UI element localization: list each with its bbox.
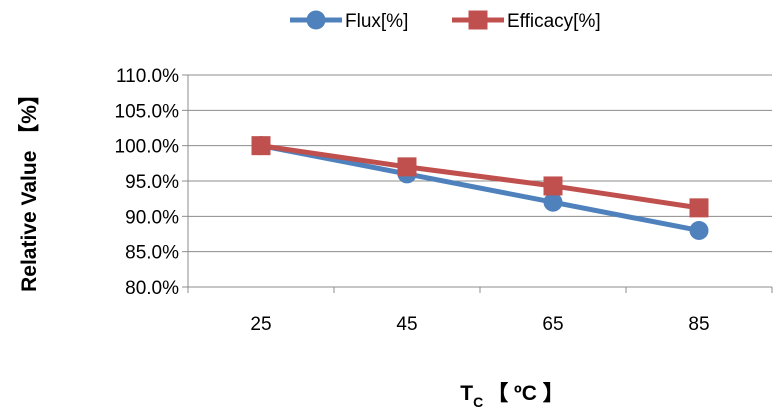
legend-item-efficacy: Efficacy[%]	[452, 10, 601, 32]
data-point-flux	[543, 192, 563, 212]
y-axis-ticks: 80.0% 85.0% 90.0% 95.0% 100.0% 105.0% 110.0%	[115, 66, 188, 299]
x-tick-label: 25	[250, 314, 271, 335]
x-tick-label: 65	[542, 314, 563, 335]
x-axis-title: TC 【 ºC 】	[460, 382, 563, 410]
x-tick-label: 85	[688, 314, 709, 335]
x-axis-ticks: 25 45 65 85	[187, 287, 773, 335]
x-axis-title-suffix: 【 ºC 】	[487, 382, 564, 405]
legend-label-efficacy: Efficacy[%]	[507, 11, 601, 32]
legend-item-flux: Flux[%]	[290, 10, 408, 32]
series-line-efficacy	[260, 143, 700, 211]
data-point-flux	[689, 220, 709, 240]
y-tick-label: 95.0%	[125, 172, 179, 193]
series-line-flux	[260, 143, 700, 233]
legend-label-flux: Flux[%]	[345, 11, 408, 32]
legend-marker-flux	[306, 10, 326, 30]
data-point-efficacy	[251, 136, 271, 156]
x-tick-label: 45	[396, 314, 417, 335]
plot-area	[251, 136, 709, 240]
y-tick-label: 90.0%	[125, 207, 179, 228]
y-tick-label: 100.0%	[115, 137, 180, 158]
y-tick-label: 110.0%	[116, 66, 179, 87]
x-axis-title-subscript: C	[473, 394, 483, 410]
legend-marker-efficacy	[468, 10, 488, 30]
y-tick-label: 85.0%	[125, 243, 179, 264]
x-axis-title-main: T	[460, 382, 473, 405]
data-point-efficacy	[543, 176, 563, 196]
data-point-efficacy	[689, 198, 709, 218]
gridlines	[187, 74, 772, 288]
y-tick-label: 105.0%	[115, 101, 180, 122]
data-point-efficacy	[397, 157, 417, 177]
legend: Flux[%] Efficacy[%]	[290, 10, 601, 32]
y-axis-title: Relative Value 【%】	[18, 84, 41, 292]
y-tick-label: 80.0%	[125, 278, 179, 299]
